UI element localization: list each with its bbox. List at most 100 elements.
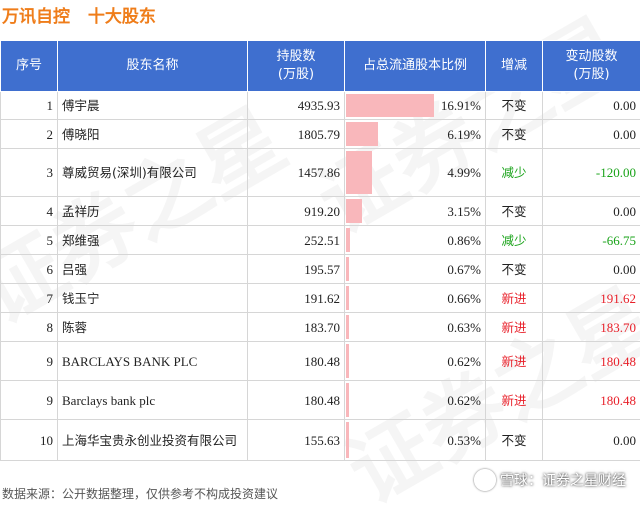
share-change: 191.62 <box>543 284 640 313</box>
row-index: 10 <box>1 420 58 461</box>
shares-held: 183.70 <box>248 313 345 342</box>
data-source-note: 数据来源：公开数据整理，仅供参考不构成投资建议 <box>2 485 278 502</box>
shareholder-name: 郑维强 <box>58 226 248 255</box>
table-header-row: 序号 股东名称 持股数 (万股) 占总流通股本比例 增减 变动股数 (万股) <box>1 41 640 92</box>
shareholder-name: 尊威贸易(深圳)有限公司 <box>58 149 248 197</box>
shareholder-name: 孟祥历 <box>58 197 248 226</box>
shareholder-name: 上海华宝贵永创业投资有限公司 <box>58 420 248 461</box>
company-name: 万讯自控 <box>2 7 70 27</box>
shareholders-table: 序号 股东名称 持股数 (万股) 占总流通股本比例 增减 变动股数 (万股) 1… <box>0 40 640 461</box>
float-ratio-cell: 6.19% <box>345 120 486 149</box>
shareholder-name: 傅晓阳 <box>58 120 248 149</box>
ratio-bar <box>346 122 378 146</box>
shares-held: 155.63 <box>248 420 345 461</box>
float-ratio: 0.62% <box>447 354 481 369</box>
share-change: 180.48 <box>543 342 640 381</box>
ratio-bar <box>346 199 362 223</box>
page-title: 万讯自控 十大股东 <box>2 2 156 28</box>
ratio-bar <box>346 422 349 458</box>
snowball-logo-icon <box>474 469 496 491</box>
col-header-name: 股东名称 <box>58 41 248 92</box>
shares-held: 252.51 <box>248 226 345 255</box>
col-header-idx: 序号 <box>1 41 58 92</box>
float-ratio-cell: 16.91% <box>345 92 486 120</box>
ratio-bar <box>346 286 349 310</box>
shares-held: 1457.86 <box>248 149 345 197</box>
ratio-bar <box>346 151 372 194</box>
change-status: 新进 <box>486 284 543 313</box>
brand-watermark: 雪球：证券之星财经 <box>474 470 626 492</box>
float-ratio: 0.86% <box>447 233 481 248</box>
change-status: 新进 <box>486 381 543 420</box>
float-ratio: 6.19% <box>447 127 481 142</box>
ratio-bar <box>346 383 349 417</box>
shares-held: 1805.79 <box>248 120 345 149</box>
ratio-bar <box>346 344 349 378</box>
shareholder-name: 陈蓉 <box>58 313 248 342</box>
shares-held: 191.62 <box>248 284 345 313</box>
change-status: 新进 <box>486 342 543 381</box>
change-status: 不变 <box>486 92 543 120</box>
row-index: 3 <box>1 149 58 197</box>
shares-held: 919.20 <box>248 197 345 226</box>
change-status: 减少 <box>486 149 543 197</box>
float-ratio: 0.63% <box>447 320 481 335</box>
shareholder-name: 吕强 <box>58 255 248 284</box>
float-ratio: 16.91% <box>441 98 481 113</box>
float-ratio-cell: 0.86% <box>345 226 486 255</box>
share-change: 183.70 <box>543 313 640 342</box>
float-ratio-cell: 0.62% <box>345 381 486 420</box>
row-index: 9 <box>1 381 58 420</box>
share-change: 180.48 <box>543 381 640 420</box>
share-change: -120.00 <box>543 149 640 197</box>
share-change: 0.00 <box>543 92 640 120</box>
change-status: 不变 <box>486 197 543 226</box>
row-index: 2 <box>1 120 58 149</box>
share-change: -66.75 <box>543 226 640 255</box>
brand-text: 雪球：证券之星财经 <box>500 473 626 489</box>
shareholder-name: 钱玉宁 <box>58 284 248 313</box>
shares-held: 180.48 <box>248 381 345 420</box>
float-ratio: 4.99% <box>447 165 481 180</box>
float-ratio-cell: 3.15% <box>345 197 486 226</box>
shares-held: 4935.93 <box>248 92 345 120</box>
change-status: 不变 <box>486 255 543 284</box>
float-ratio: 0.62% <box>447 393 481 408</box>
float-ratio: 0.66% <box>447 291 481 306</box>
row-index: 1 <box>1 92 58 120</box>
row-index: 4 <box>1 197 58 226</box>
ratio-bar <box>346 257 349 281</box>
col-header-shares: 持股数 (万股) <box>248 41 345 92</box>
ratio-bar <box>346 94 434 117</box>
change-status: 新进 <box>486 313 543 342</box>
change-status: 不变 <box>486 420 543 461</box>
float-ratio-cell: 0.66% <box>345 284 486 313</box>
change-status: 不变 <box>486 120 543 149</box>
shareholder-name: 傅宇晨 <box>58 92 248 120</box>
row-index: 6 <box>1 255 58 284</box>
float-ratio-cell: 0.67% <box>345 255 486 284</box>
share-change: 0.00 <box>543 197 640 226</box>
row-index: 7 <box>1 284 58 313</box>
change-status: 减少 <box>486 226 543 255</box>
share-change: 0.00 <box>543 420 640 461</box>
row-index: 5 <box>1 226 58 255</box>
shares-held: 195.57 <box>248 255 345 284</box>
float-ratio-cell: 0.53% <box>345 420 486 461</box>
col-header-ratio: 占总流通股本比例 <box>345 41 486 92</box>
table-subtitle: 十大股东 <box>88 7 156 27</box>
shares-held: 180.48 <box>248 342 345 381</box>
row-index: 9 <box>1 342 58 381</box>
float-ratio: 0.53% <box>447 433 481 448</box>
float-ratio: 3.15% <box>447 204 481 219</box>
